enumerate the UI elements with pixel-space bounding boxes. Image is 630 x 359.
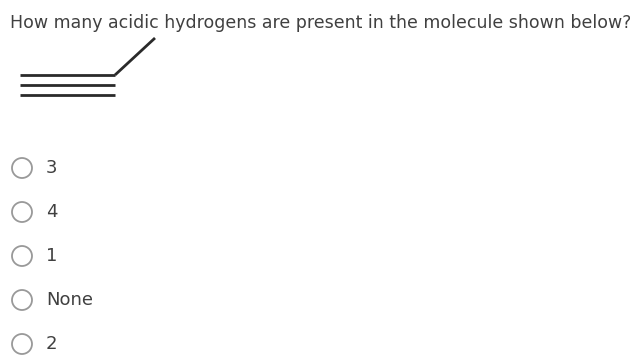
- Text: 3: 3: [46, 159, 57, 177]
- Text: 1: 1: [46, 247, 57, 265]
- Text: 4: 4: [46, 203, 57, 221]
- Text: How many acidic hydrogens are present in the molecule shown below?: How many acidic hydrogens are present in…: [10, 14, 630, 32]
- Text: None: None: [46, 291, 93, 309]
- Text: 2: 2: [46, 335, 57, 353]
